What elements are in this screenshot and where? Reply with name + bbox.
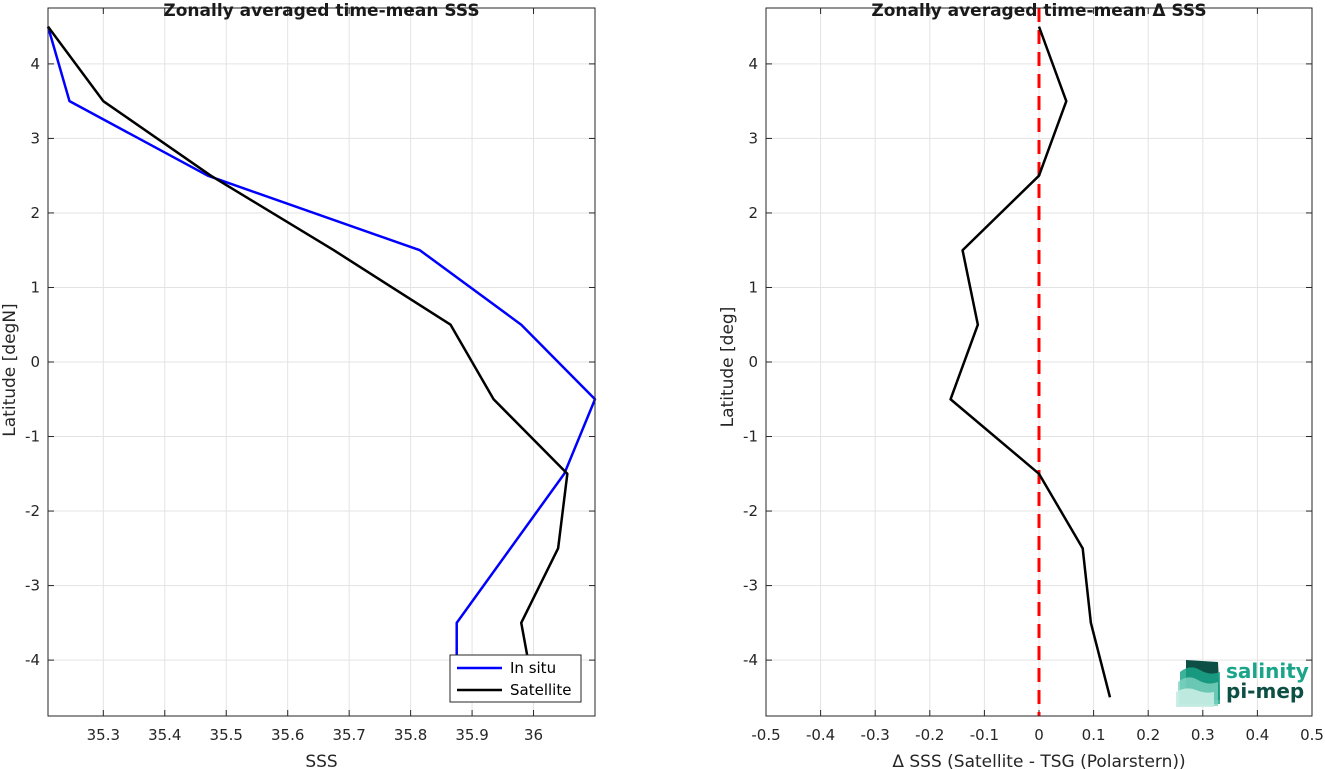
right-ytick-label: 3 [748,129,758,147]
logo-wave-layer [1176,688,1214,707]
left-ytick-label: -2 [25,502,40,520]
left-xtick-label: 35.3 [87,726,120,744]
right-ytick-label: -3 [743,577,758,595]
legend-label-in-situ: In situ [510,659,556,677]
right-xtick-label: 0.2 [1136,726,1160,744]
right-title: Zonally averaged time-mean Δ SSS [871,1,1206,21]
left-ytick-label: -4 [25,651,40,669]
right-xtick-label: -0.1 [970,726,999,744]
right-ticks: -0.5 -0.4 -0.3 -0.2 -0.1 0 0.1 0.2 0.3 0.4 0.5 4 3 2 1… [743,8,1324,744]
left-xtick-label: 35.9 [455,726,488,744]
left-xtick-label: 35.5 [210,726,243,744]
right-ytick-label: -4 [743,651,758,669]
left-xtick-label: 36 [524,726,543,744]
left-grid [48,8,595,716]
left-xtick-label: 35.8 [394,726,427,744]
right-ytick-label: 4 [748,55,758,73]
right-axes-frame [765,7,1313,717]
right-xtick-label: -0.4 [806,726,835,744]
left-ytick-label: 0 [30,353,40,371]
left-xlabel: SSS [305,752,337,769]
right-series [949,26,1112,698]
salinity-pi-mep-logo: salinity pi-mep [1176,659,1309,707]
right-ylabel: Latitude [deg] [718,307,738,428]
left-ytick-label: 3 [30,129,40,147]
right-ytick-label: -1 [743,428,758,446]
series-line-satellite [46,25,569,657]
left-xtick-label: 35.7 [332,726,365,744]
legend-label-satellite: Satellite [510,681,571,699]
left-ytick-label: -1 [25,428,40,446]
left-xtick-label: 35.6 [271,726,304,744]
right-panel: -0.5 -0.4 -0.3 -0.2 -0.1 0 0.1 0.2 0.3 0.4 0.5 4 3 2 1… [718,1,1324,769]
series-line-in-situ [46,26,597,657]
right-xtick-label: 0 [1034,726,1044,744]
right-xtick-label: -0.3 [861,726,890,744]
left-ytick-label: 2 [30,204,40,222]
series-line-delta-sss [949,26,1112,698]
right-xtick-label: 0.3 [1191,726,1215,744]
left-ytick-label: 4 [30,55,40,73]
logo-wave-icon [1176,660,1220,707]
right-xtick-label: 0.1 [1082,726,1106,744]
left-ylabel: Latitude [degN] [0,303,20,436]
legend-box [449,654,582,703]
right-xtick-label: 0.5 [1300,726,1324,744]
left-panel: 35.3 35.4 35.5 35.6 35.7 35.8 35.9 36 4 3 2 1 0 -1 -2 -… [0,1,597,769]
legend: In situ Satellite [449,654,582,703]
logo-line2: pi-mep [1226,679,1304,703]
right-ytick-label: 2 [748,204,758,222]
right-ytick-label: 0 [748,353,758,371]
right-xtick-label: 0.4 [1245,726,1269,744]
left-ytick-label: -3 [25,577,40,595]
right-xtick-label: -0.2 [915,726,944,744]
right-xtick-label: -0.5 [751,726,780,744]
left-ytick-label: 1 [30,278,40,296]
logo-line1: salinity [1226,659,1309,683]
left-title: Zonally averaged time-mean SSS [163,1,479,21]
left-xtick-label: 35.4 [148,726,181,744]
left-series [46,25,597,657]
left-ticks: 35.3 35.4 35.5 35.6 35.7 35.8 35.9 36 4 3 2 1 0 -1 -2 -… [25,8,595,744]
right-xlabel: Δ SSS (Satellite - TSG (Polarstern)) [892,752,1185,769]
right-ytick-label: -2 [743,502,758,520]
left-axes-frame [47,7,596,717]
right-ytick-label: 1 [748,278,758,296]
